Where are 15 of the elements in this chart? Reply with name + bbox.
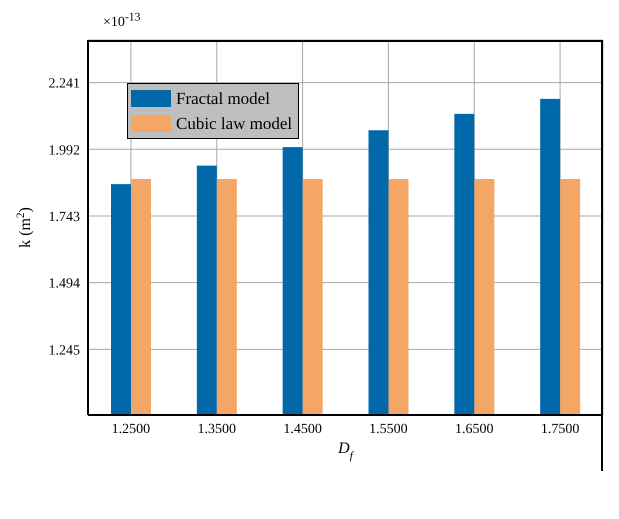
legend-label: Fractal model <box>176 88 270 108</box>
x-axis-title: D$_{f}$ <box>337 440 355 462</box>
y-tick-label: 2.241 <box>48 76 80 92</box>
x-tick-label: 1.4500 <box>283 422 322 437</box>
x-tick-label: 1.2500 <box>112 422 150 437</box>
text: ×10$^{-13}$ <box>103 10 140 30</box>
y-tick-label: 1.743 <box>48 210 80 225</box>
x-tick-label: 1.3500 <box>198 422 236 437</box>
y-tick-label: 1.992 <box>48 143 80 158</box>
x-tick-label: 1.6500 <box>455 422 494 437</box>
x-tick-label: 1.7500 <box>540 422 580 437</box>
legend-label: Cubic law model <box>176 114 292 134</box>
y-tick-label: 1.245 <box>48 343 80 358</box>
x-tick-label: 1.5500 <box>369 422 408 437</box>
y-tick-label: 1.494 <box>48 276 80 292</box>
